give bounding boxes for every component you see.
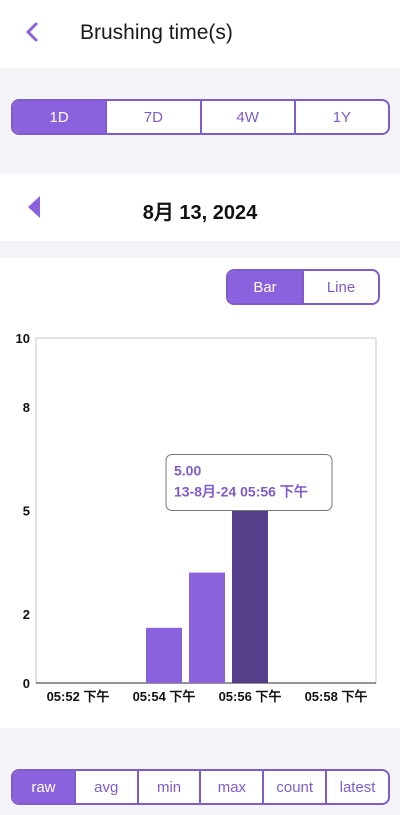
- date-navigator: 8月 13, 2024: [0, 174, 400, 241]
- page-title: Brushing time(s): [80, 21, 233, 44]
- tab-agg-count[interactable]: count: [262, 771, 325, 803]
- bar-chart: 0 2 5 8 10 05:52 下午 05:54 下午 05:56 下午 05:58 下午 5.…: [16, 331, 377, 704]
- tab-agg-avg[interactable]: avg: [73, 771, 137, 803]
- chart-type-tabs: Bar Line: [226, 269, 380, 305]
- tab-chart-line[interactable]: Line: [302, 271, 378, 303]
- back-button[interactable]: [20, 20, 44, 44]
- bar-selected: [232, 510, 268, 683]
- tooltip-label: 13-8月-24 05:56 下午: [174, 484, 308, 500]
- tab-period-1y[interactable]: 1Y: [293, 101, 388, 133]
- aggregate-tabs: raw avg min max count latest: [11, 769, 390, 805]
- previous-date-button[interactable]: [24, 194, 46, 220]
- tooltip-value: 5.00: [174, 463, 201, 479]
- chevron-left-icon: [26, 22, 38, 42]
- x-tick-label: 05:54 下午: [133, 689, 196, 704]
- triangle-left-icon: [28, 196, 40, 218]
- tab-agg-min[interactable]: min: [136, 771, 200, 803]
- tab-period-7d[interactable]: 7D: [105, 101, 199, 133]
- x-tick-label: 05:52 下午: [47, 689, 110, 704]
- period-tabs: 1D 7D 4W 1Y: [11, 99, 390, 135]
- y-tick-label: 2: [23, 607, 30, 622]
- y-tick-label: 8: [23, 400, 30, 415]
- tab-agg-latest[interactable]: latest: [325, 771, 388, 803]
- app-header: Brushing time(s): [0, 0, 400, 68]
- tab-period-4w[interactable]: 4W: [199, 101, 294, 133]
- tab-agg-max[interactable]: max: [199, 771, 262, 803]
- tab-chart-bar[interactable]: Bar: [228, 271, 302, 303]
- bar: [189, 572, 225, 683]
- y-tick-label: 5: [23, 504, 30, 519]
- current-date: 8月 13, 2024: [142, 202, 258, 224]
- x-tick-label: 05:56 下午: [219, 689, 282, 704]
- chart-card: Bar Line 0 2 5 8 10 05:52 下午 05:54 下午 05:56 下午 0…: [0, 258, 400, 728]
- bar: [146, 627, 182, 683]
- y-tick-label: 0: [23, 676, 30, 691]
- y-tick-label: 10: [16, 331, 30, 346]
- x-tick-label: 05:58 下午: [305, 689, 368, 704]
- tooltip-box: [165, 454, 333, 511]
- tab-period-1d[interactable]: 1D: [13, 101, 106, 133]
- tab-agg-raw[interactable]: raw: [13, 771, 74, 803]
